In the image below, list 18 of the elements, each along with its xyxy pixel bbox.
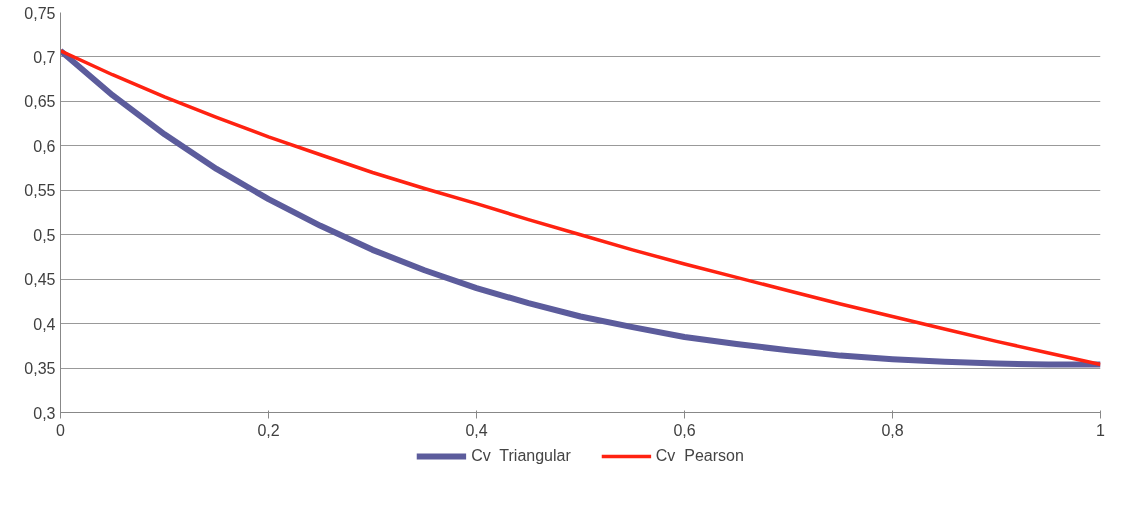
y-tick-label: 0,4 [33, 315, 56, 333]
y-tick-label: 0,65 [24, 93, 56, 111]
legend-label: Cv Pearson [655, 447, 744, 465]
y-tick-label: 0,55 [24, 182, 56, 200]
y-tick-label: 0,75 [24, 4, 56, 22]
y-tick-label: 0,35 [24, 360, 56, 378]
x-tick-label: 1 [1096, 421, 1106, 439]
y-tick-label: 0,7 [33, 48, 56, 66]
legend-label: Cv Triangular [471, 447, 571, 465]
y-tick-label: 0,5 [33, 226, 56, 244]
x-tick-label: 0 [56, 421, 66, 439]
x-tick-label: 0,4 [465, 421, 488, 439]
x-tick-label: 0,8 [881, 421, 904, 439]
x-tick-label: 0,2 [257, 421, 280, 439]
y-tick-label: 0,3 [33, 404, 56, 422]
y-tick-label: 0,6 [33, 137, 56, 155]
x-tick-label: 0,6 [673, 421, 696, 439]
y-tick-label: 0,45 [24, 271, 56, 289]
